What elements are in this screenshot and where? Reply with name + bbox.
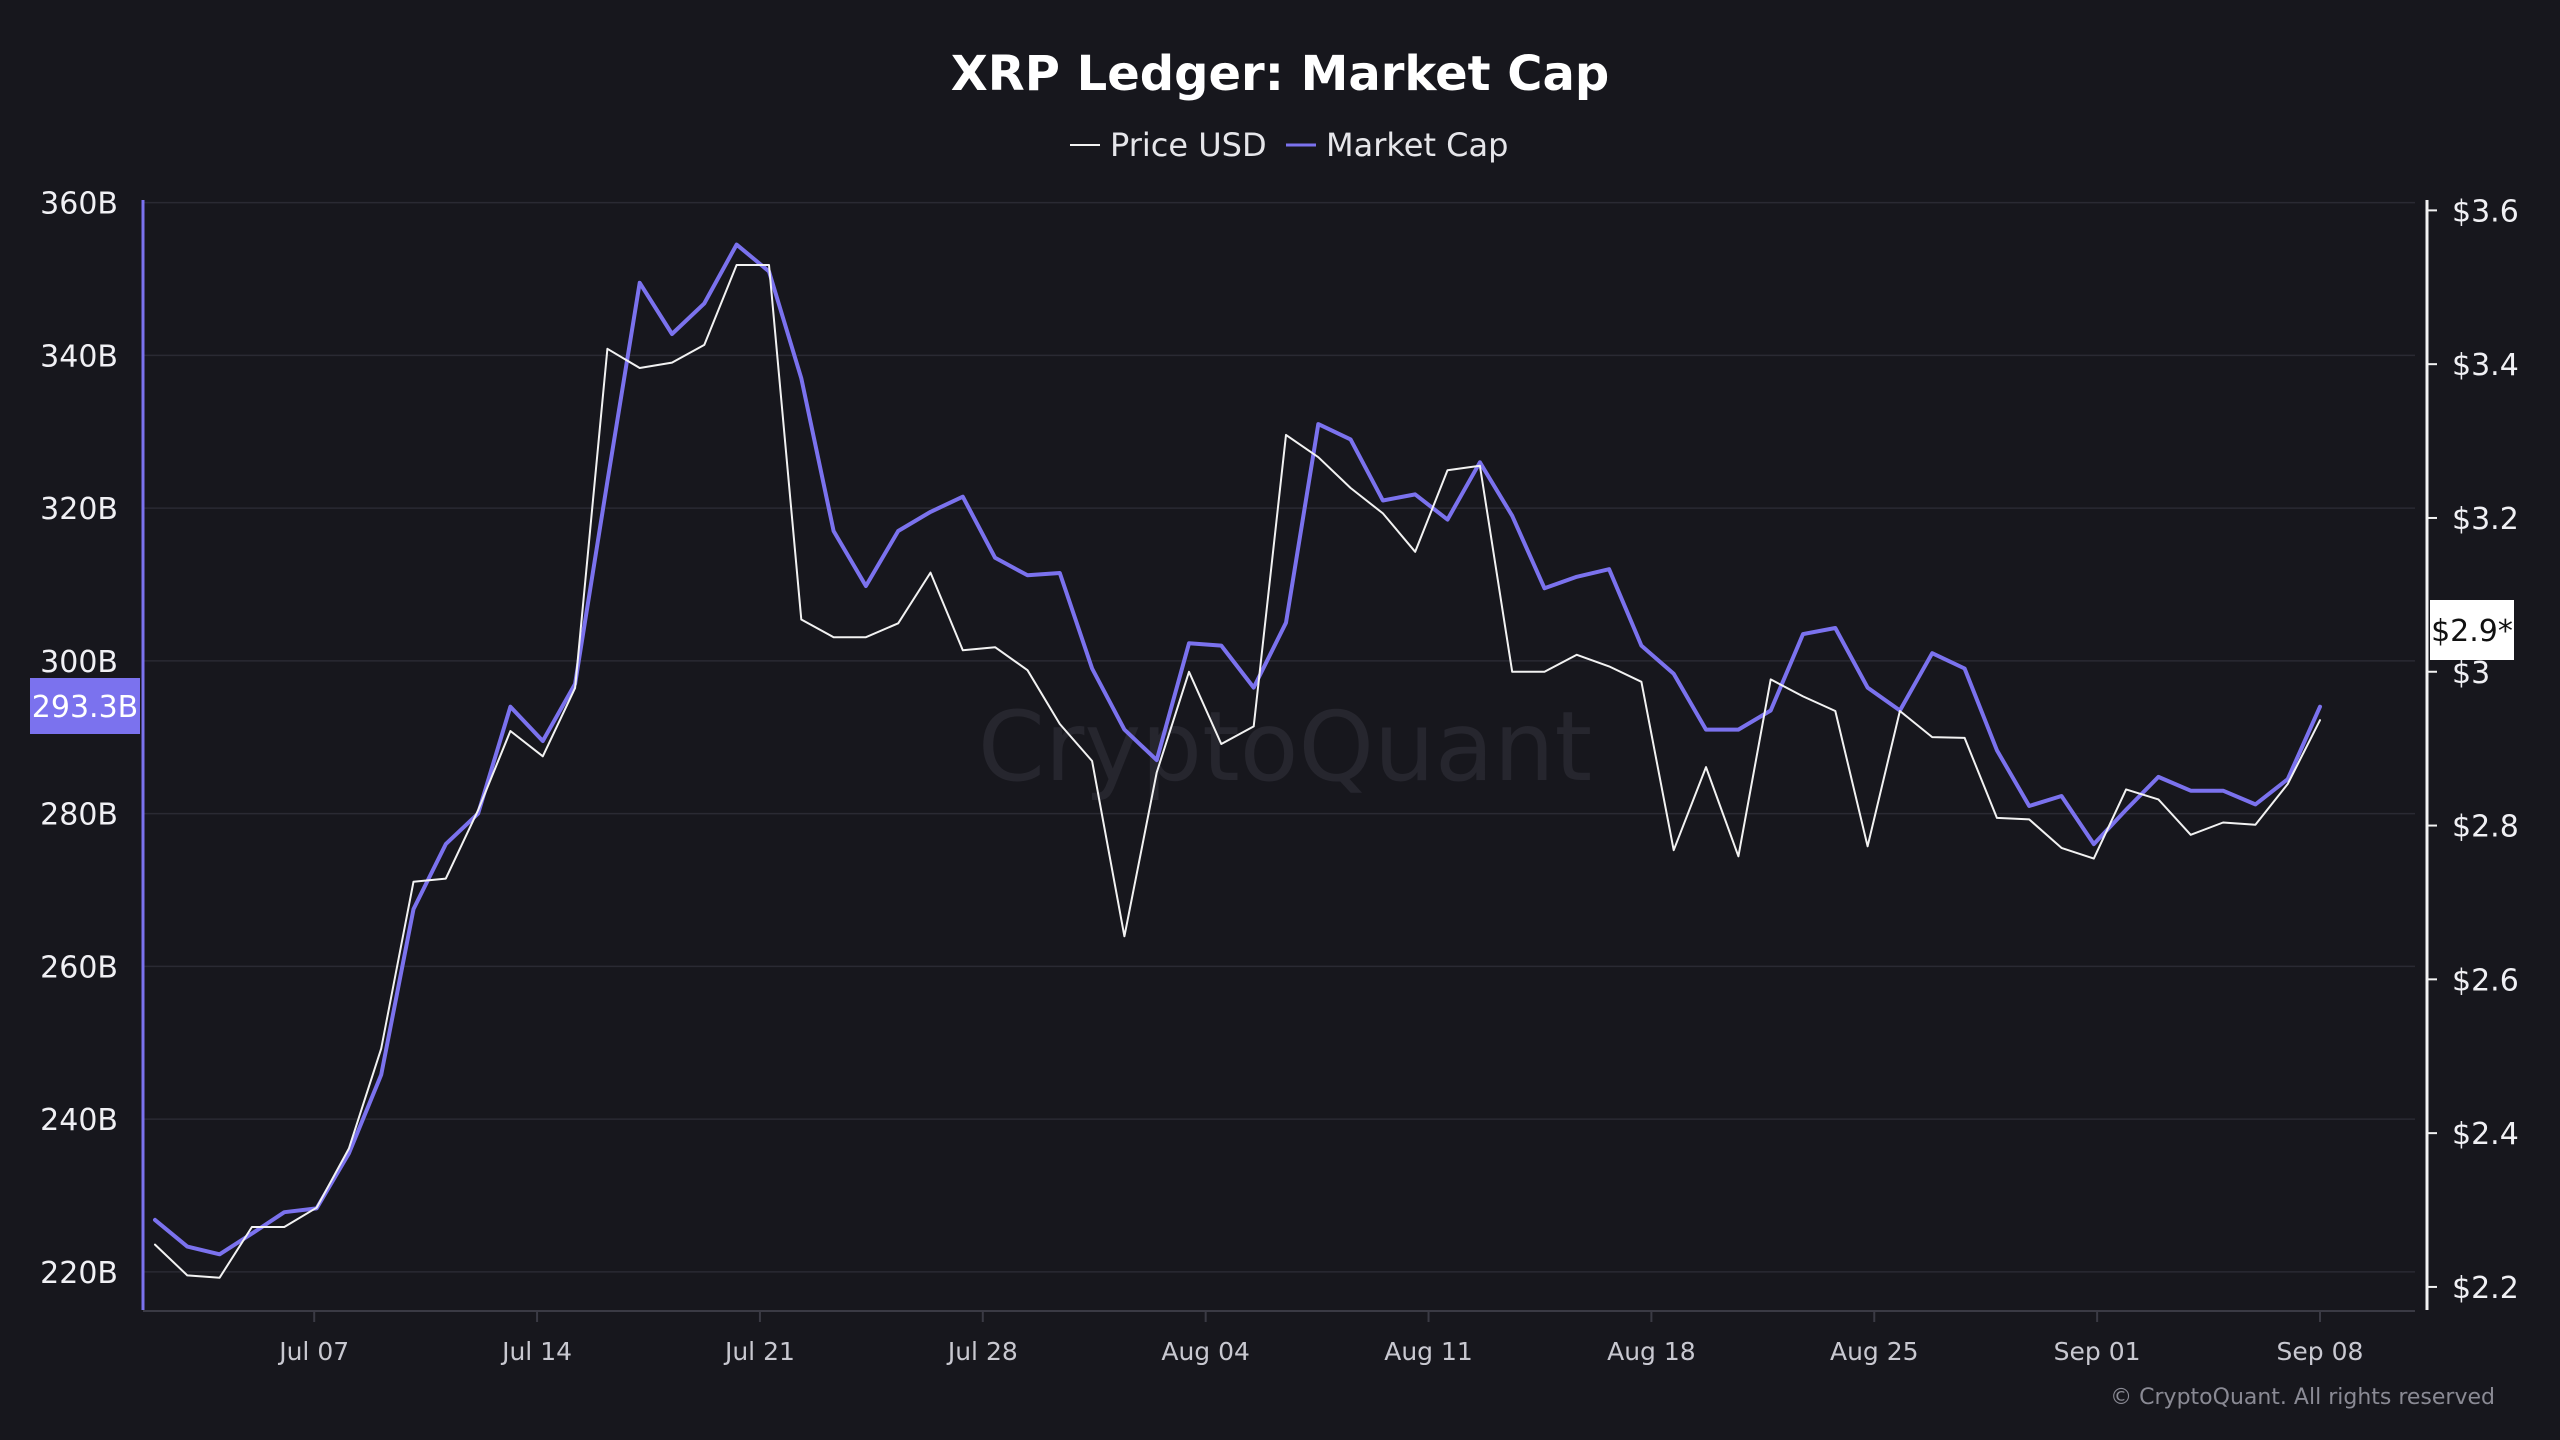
x-tick-label: Sep 01 [2054, 1337, 2141, 1366]
legend-marketcap-label[interactable]: Market Cap [1326, 126, 1508, 164]
left-tick-label: 340B [40, 339, 118, 374]
right-value-badge-text: $2.9* [2431, 614, 2513, 649]
watermark: CryptoQuant [978, 691, 1592, 803]
left-axis-ticks: 220B 240B 260B 280B 300B 320B 340B 360B [40, 187, 118, 1291]
left-tick-label: 240B [40, 1103, 118, 1138]
x-tick-label: Jul 21 [723, 1337, 795, 1366]
right-axis-ticks: $2.2 $2.4 $2.6 $2.8 $3 $3.2 $3.4 $3.6 [2427, 194, 2519, 1306]
x-tick-label: Aug 18 [1607, 1337, 1696, 1366]
left-value-badge: 293.3B [30, 678, 140, 734]
right-tick-label: $3 [2452, 656, 2490, 691]
x-tick-label: Jul 14 [500, 1337, 572, 1366]
chart-title: XRP Ledger: Market Cap [951, 46, 1610, 102]
x-tick-label: Aug 11 [1384, 1337, 1473, 1366]
legend: Price USD Market Cap [1070, 126, 1508, 164]
x-tick-label: Aug 04 [1161, 1337, 1250, 1366]
left-tick-label: 260B [40, 950, 118, 985]
legend-price-label[interactable]: Price USD [1110, 126, 1267, 164]
x-axis-ticks: Jul 07 Jul 14 Jul 21 Jul 28 Aug 04 Aug 11 Aug … [277, 1310, 2363, 1366]
x-tick-label: Sep 08 [2277, 1337, 2364, 1366]
x-tick-label: Aug 25 [1830, 1337, 1919, 1366]
left-tick-label: 280B [40, 798, 118, 833]
series-lines [153, 242, 2322, 1279]
left-tick-label: 300B [40, 645, 118, 680]
right-value-badge-bg [2430, 600, 2514, 660]
right-tick-label: $2.6 [2452, 963, 2519, 998]
left-tick-label: 220B [40, 1256, 118, 1291]
right-tick-label: $3.4 [2452, 348, 2519, 383]
right-tick-label: $3.6 [2452, 194, 2519, 229]
right-tick-label: $2.2 [2452, 1271, 2519, 1306]
left-value-badge-text: 293.3B [32, 690, 138, 725]
right-value-badge: $2.9* [2430, 600, 2514, 660]
right-tick-label: $2.8 [2452, 810, 2519, 845]
x-tick-label: Jul 07 [277, 1337, 349, 1366]
series-line-market-cap [153, 242, 2322, 1257]
left-value-badge-bg [30, 678, 140, 734]
right-tick-label: $3.2 [2452, 502, 2519, 537]
series-line-price-usd [154, 264, 2321, 1279]
grid [143, 201, 2415, 1273]
right-tick-label: $2.4 [2452, 1117, 2519, 1152]
left-tick-label: 320B [40, 492, 118, 527]
copyright-text: © CryptoQuant. All rights reserved [2110, 1385, 2495, 1410]
left-tick-label: 360B [40, 187, 118, 222]
x-tick-label: Jul 28 [946, 1337, 1018, 1366]
